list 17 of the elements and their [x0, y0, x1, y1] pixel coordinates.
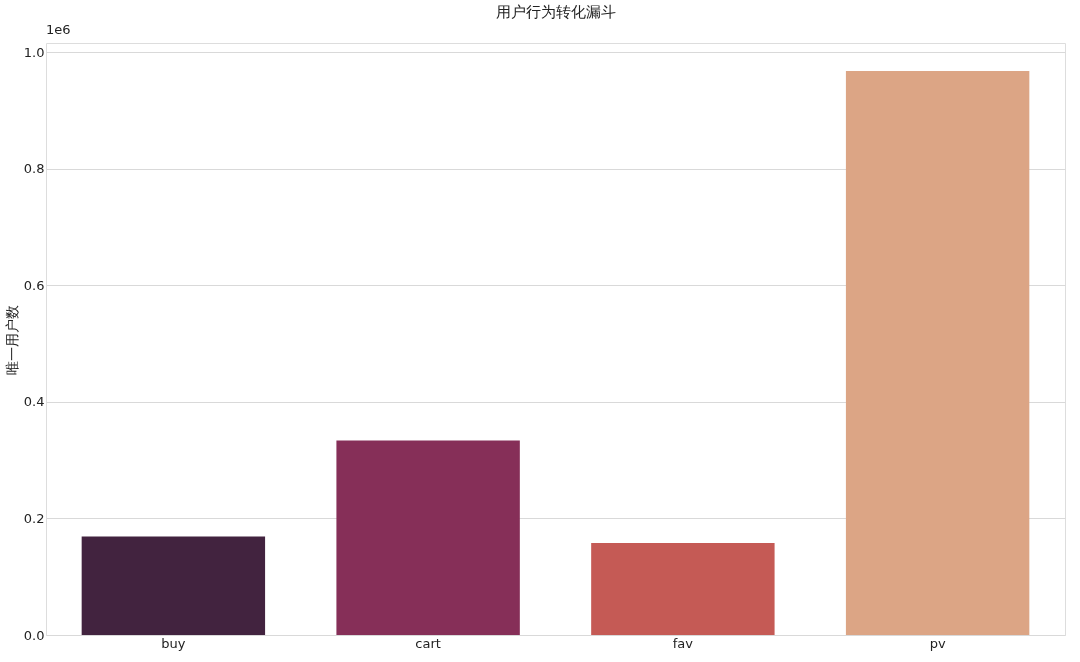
- bar: [845, 70, 1030, 635]
- y-tick-label: 0.4: [23, 394, 45, 410]
- x-tick-label: buy: [161, 635, 186, 651]
- y-tick-label: 0.8: [23, 161, 45, 177]
- y-tick-label: 0.2: [23, 510, 45, 526]
- bar: [336, 440, 520, 635]
- chart-title: 用户行为转化漏斗: [495, 3, 616, 21]
- y-tick-label: 0.0: [23, 627, 45, 643]
- y-tick-label: 0.6: [23, 277, 45, 293]
- x-tick-label: pv: [929, 635, 946, 651]
- y-axis-title: 唯一用户数: [3, 304, 20, 375]
- y-tick-label: 1.0: [23, 44, 45, 60]
- bar: [81, 536, 266, 635]
- x-tick-label: cart: [415, 635, 441, 651]
- bar: [591, 542, 775, 635]
- text: 1e6: [46, 22, 71, 37]
- x-tick-label: fav: [672, 635, 694, 651]
